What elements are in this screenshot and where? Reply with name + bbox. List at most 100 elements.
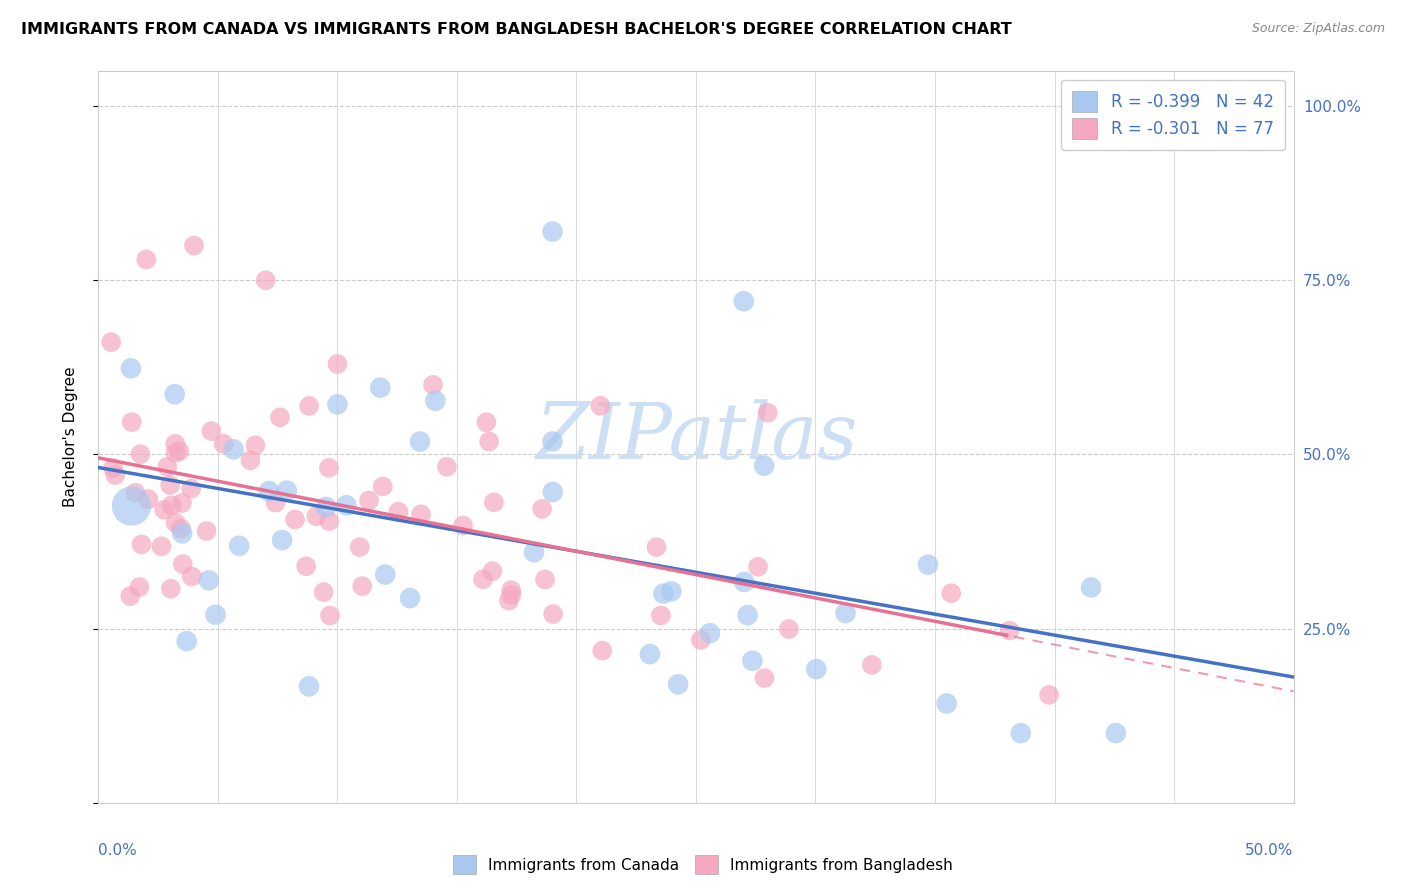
- Point: [197, 574, 219, 588]
- Point: [478, 434, 501, 449]
- Point: [733, 294, 755, 309]
- Point: [326, 357, 349, 371]
- Point: [349, 540, 371, 554]
- Point: [472, 573, 495, 587]
- Point: [128, 580, 150, 594]
- Point: [276, 483, 298, 498]
- Point: [165, 437, 187, 451]
- Point: [195, 524, 218, 538]
- Point: [1105, 726, 1128, 740]
- Point: [501, 583, 523, 598]
- Point: [326, 397, 349, 411]
- Point: [131, 537, 153, 551]
- Point: [183, 238, 205, 252]
- Point: [153, 502, 176, 516]
- Point: [941, 586, 963, 600]
- Point: [756, 406, 779, 420]
- Point: [129, 447, 152, 461]
- Text: Source: ZipAtlas.com: Source: ZipAtlas.com: [1251, 22, 1385, 36]
- Point: [935, 697, 957, 711]
- Point: [1080, 581, 1102, 595]
- Point: [165, 516, 187, 530]
- Point: [165, 446, 187, 460]
- Point: [312, 585, 335, 599]
- Point: [172, 557, 194, 571]
- Point: [103, 461, 125, 475]
- Point: [591, 643, 613, 657]
- Point: [652, 586, 675, 600]
- Point: [254, 273, 277, 287]
- Point: [860, 657, 883, 672]
- Point: [180, 482, 202, 496]
- Point: [228, 539, 250, 553]
- Point: [135, 252, 157, 267]
- Point: [170, 522, 193, 536]
- Legend: Immigrants from Canada, Immigrants from Bangladesh: Immigrants from Canada, Immigrants from …: [447, 849, 959, 880]
- Point: [204, 607, 226, 622]
- Point: [650, 608, 672, 623]
- Point: [475, 415, 498, 429]
- Point: [409, 434, 432, 449]
- Text: 0.0%: 0.0%: [98, 843, 138, 858]
- Point: [159, 478, 181, 492]
- Point: [298, 679, 321, 693]
- Point: [747, 559, 769, 574]
- Point: [534, 573, 557, 587]
- Text: ZIPatlas: ZIPatlas: [534, 399, 858, 475]
- Point: [212, 437, 235, 451]
- Point: [387, 505, 409, 519]
- Point: [245, 438, 267, 452]
- Point: [170, 496, 193, 510]
- Point: [315, 500, 337, 514]
- Point: [666, 677, 689, 691]
- Legend: R = -0.399   N = 42, R = -0.301   N = 77: R = -0.399 N = 42, R = -0.301 N = 77: [1060, 79, 1285, 151]
- Point: [200, 424, 222, 438]
- Point: [176, 634, 198, 648]
- Point: [998, 624, 1021, 638]
- Point: [136, 492, 159, 507]
- Point: [523, 545, 546, 559]
- Point: [295, 559, 318, 574]
- Point: [318, 514, 340, 528]
- Point: [451, 518, 474, 533]
- Point: [754, 671, 776, 685]
- Point: [284, 512, 307, 526]
- Point: [371, 479, 394, 493]
- Point: [163, 387, 186, 401]
- Point: [120, 499, 142, 513]
- Point: [160, 498, 183, 512]
- Point: [368, 381, 391, 395]
- Point: [239, 453, 262, 467]
- Point: [482, 495, 505, 509]
- Text: IMMIGRANTS FROM CANADA VS IMMIGRANTS FROM BANGLADESH BACHELOR'S DEGREE CORRELATI: IMMIGRANTS FROM CANADA VS IMMIGRANTS FRO…: [21, 22, 1012, 37]
- Point: [120, 361, 142, 376]
- Point: [257, 484, 280, 499]
- Point: [359, 493, 381, 508]
- Point: [501, 588, 523, 602]
- Point: [159, 582, 181, 596]
- Point: [589, 399, 612, 413]
- Point: [531, 501, 554, 516]
- Point: [733, 574, 755, 589]
- Point: [264, 495, 287, 509]
- Point: [409, 508, 432, 522]
- Point: [741, 654, 763, 668]
- Point: [752, 458, 775, 473]
- Point: [180, 569, 202, 583]
- Point: [124, 485, 146, 500]
- Point: [319, 608, 342, 623]
- Point: [425, 393, 447, 408]
- Point: [104, 468, 127, 483]
- Point: [1038, 688, 1060, 702]
- Y-axis label: Bachelor's Degree: Bachelor's Degree: [63, 367, 77, 508]
- Point: [689, 632, 711, 647]
- Point: [436, 459, 458, 474]
- Point: [541, 225, 564, 239]
- Point: [156, 459, 179, 474]
- Point: [778, 622, 800, 636]
- Point: [121, 415, 143, 429]
- Point: [659, 584, 682, 599]
- Point: [305, 509, 328, 524]
- Point: [481, 564, 503, 578]
- Point: [1010, 726, 1032, 740]
